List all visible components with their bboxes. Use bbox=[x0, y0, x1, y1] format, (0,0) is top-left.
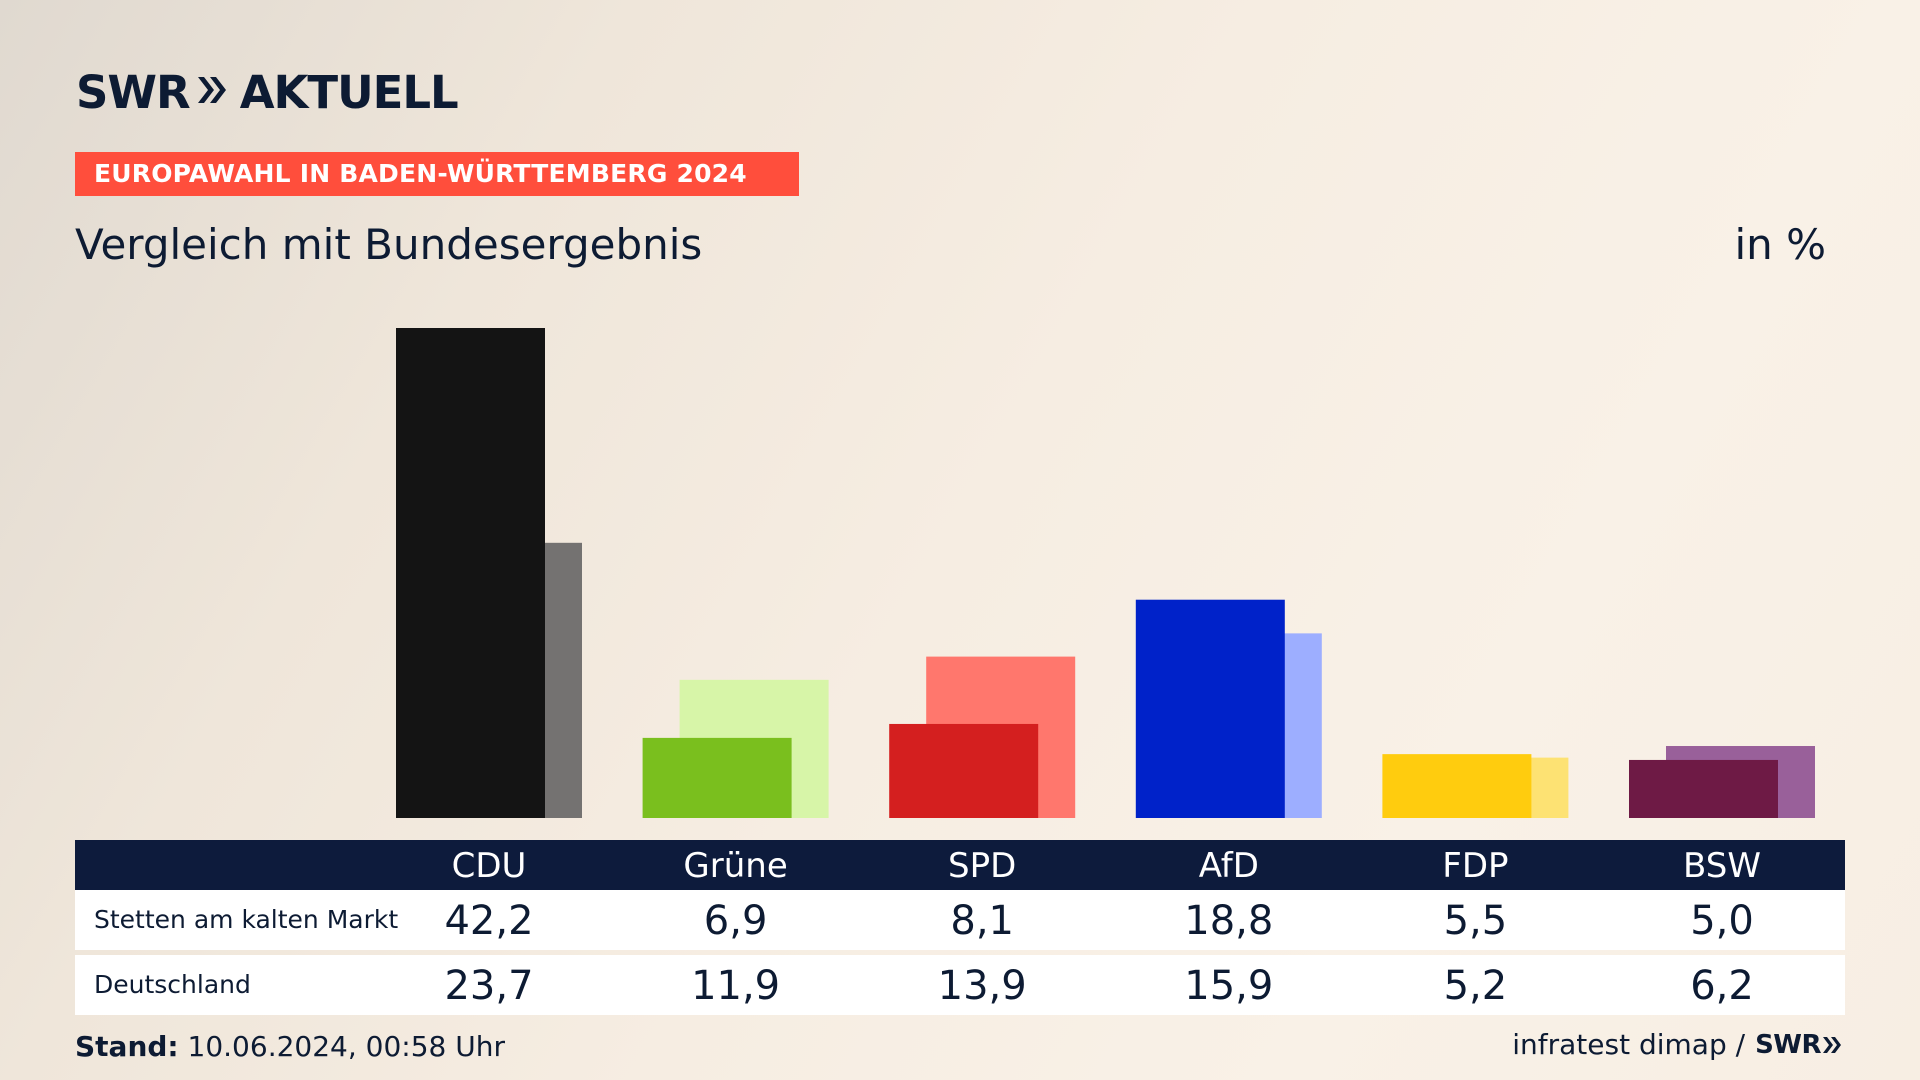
stand-label: Stand: bbox=[75, 1030, 179, 1063]
value-local-fdp: 5,5 bbox=[1443, 898, 1508, 944]
value-local-afd: 18,8 bbox=[1184, 898, 1274, 944]
results-table: CDU Grüne SPD AfD FDP BSW Stetten am kalten M… bbox=[75, 840, 1845, 1015]
bar-local-cdu bbox=[396, 328, 545, 818]
table-row: Deutschland 23,7 11,9 13,9 15,9 5,2 6,2 bbox=[75, 955, 1845, 1015]
value-deutschland-gruene: 11,9 bbox=[691, 963, 781, 1009]
value-local-gruene: 6,9 bbox=[703, 898, 768, 944]
row-label-national: Deutschland bbox=[94, 970, 251, 999]
swr-chevron-icon bbox=[1823, 1036, 1841, 1053]
column-header-bsw: BSW bbox=[1683, 846, 1761, 886]
table-row: Stetten am kalten Markt 42,2 6,9 8,1 18,8 5,… bbox=[75, 890, 1845, 950]
row-label-local: Stetten am kalten Markt bbox=[94, 905, 399, 934]
column-header-afd: AfD bbox=[1198, 846, 1259, 886]
value-local-cdu: 42,2 bbox=[444, 898, 534, 944]
source-credit: infratest dimap / SWR bbox=[1512, 1028, 1844, 1061]
chart-subtitle: Vergleich mit Bundesergebnis bbox=[75, 220, 703, 269]
bar-local-bsw bbox=[1629, 759, 1778, 818]
table-header: CDU Grüne SPD AfD FDP BSW bbox=[75, 840, 1845, 890]
unit-label: in % bbox=[1734, 220, 1826, 269]
value-deutschland-afd: 15,9 bbox=[1184, 963, 1274, 1009]
column-header-fdp: FDP bbox=[1442, 846, 1509, 886]
column-header-cdu: CDU bbox=[451, 846, 527, 886]
logo-aktuell-text: AKTUELL bbox=[239, 65, 459, 119]
column-header-spd: SPD bbox=[948, 846, 1017, 886]
logo-swr-text: SWR bbox=[76, 65, 191, 119]
value-deutschland-cdu: 23,7 bbox=[444, 963, 534, 1009]
column-header-gruene: Grüne bbox=[683, 846, 788, 886]
source-text: infratest dimap / bbox=[1512, 1028, 1746, 1061]
value-local-bsw: 5,0 bbox=[1690, 898, 1754, 944]
timestamp: Stand: 10.06.2024, 00:58 Uhr bbox=[75, 1030, 505, 1063]
value-deutschland-fdp: 5,2 bbox=[1443, 963, 1508, 1009]
logo-chevron-icon bbox=[196, 73, 230, 111]
bar-local-fdp bbox=[1382, 754, 1532, 818]
value-deutschland-spd: 13,9 bbox=[937, 963, 1027, 1009]
source-brand: SWR bbox=[1755, 1029, 1821, 1060]
bar-local-gruene bbox=[642, 737, 792, 818]
value-local-spd: 8,1 bbox=[950, 898, 1014, 944]
bar-local-spd bbox=[889, 723, 1039, 818]
bar-local-afd bbox=[1135, 599, 1285, 818]
stand-value: 10.06.2024, 00:58 Uhr bbox=[187, 1030, 505, 1063]
swr-aktuell-logo: SWR AKTUELL bbox=[76, 65, 459, 119]
election-banner: EUROPAWAHL IN BADEN-WÜRTTEMBERG 2024 bbox=[75, 152, 799, 196]
value-deutschland-bsw: 6,2 bbox=[1690, 963, 1754, 1009]
